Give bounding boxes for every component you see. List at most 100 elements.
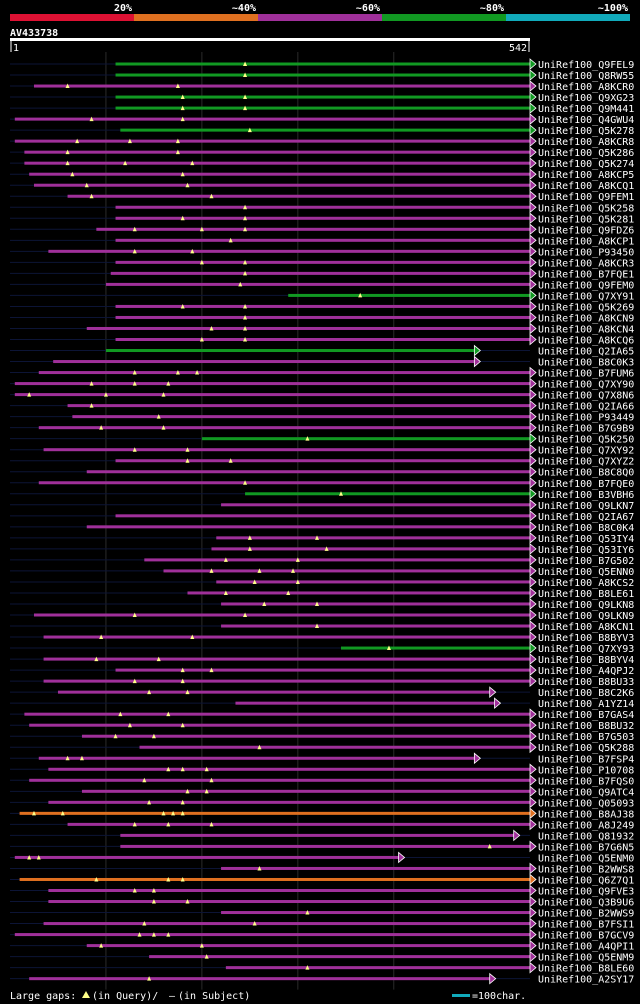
hit-label[interactable]: UniRef100_Q5ENM0	[538, 853, 634, 864]
hit-row[interactable]: UniRef100_A8KCN9	[10, 311, 634, 324]
hit-label[interactable]: UniRef100_Q5K274	[538, 159, 634, 170]
hit-row[interactable]: UniRef100_B7G502	[10, 554, 634, 567]
hit-row[interactable]: UniRef100_Q5K250	[10, 432, 634, 446]
hit-label[interactable]: UniRef100_A8KCP1	[538, 236, 634, 247]
hit-row[interactable]: UniRef100_Q5K269	[10, 300, 634, 313]
hit-row[interactable]: UniRef100_Q9FVE3	[10, 884, 634, 898]
hit-row[interactable]: UniRef100_Q9M441	[10, 102, 634, 115]
hit-row[interactable]: UniRef100_B7GAS4	[10, 708, 634, 721]
hit-label[interactable]: UniRef100_Q9LKN8	[538, 600, 634, 611]
hit-label[interactable]: UniRef100_Q6Z7Q1	[538, 875, 634, 886]
hit-label[interactable]: UniRef100_B8LE61	[538, 589, 634, 600]
hit-row[interactable]: UniRef100_Q9FEM1	[10, 190, 634, 203]
hit-row[interactable]: UniRef100_A8KCP5	[10, 168, 634, 181]
hit-label[interactable]: UniRef100_A8KCR0	[538, 82, 634, 93]
hit-label[interactable]: UniRef100_B7G503	[538, 732, 634, 743]
hit-row[interactable]: UniRef100_Q9FEM0	[10, 278, 634, 291]
hit-row[interactable]: UniRef100_B7FQE0	[10, 476, 634, 490]
hit-row[interactable]: UniRef100_B8C2K6	[10, 686, 634, 699]
hit-row[interactable]: UniRef100_Q7XY92	[10, 443, 634, 457]
hit-label[interactable]: UniRef100_A2SY17	[538, 975, 634, 986]
hit-label[interactable]: UniRef100_B8C0K4	[538, 523, 634, 534]
hit-label[interactable]: UniRef100_B8BU33	[538, 677, 634, 688]
hit-label[interactable]: UniRef100_Q5K286	[538, 148, 634, 159]
hit-row[interactable]: UniRef100_B7GCV9	[10, 928, 634, 942]
hit-label[interactable]: UniRef100_A8KCN9	[538, 313, 634, 324]
hit-row[interactable]: UniRef100_Q9FEL9	[10, 58, 634, 71]
hit-row[interactable]: UniRef100_Q3B9U6	[10, 895, 634, 909]
hit-row[interactable]: UniRef100_A4QPI1	[10, 939, 634, 953]
hit-row[interactable]: UniRef100_Q9FDZ6	[10, 223, 634, 236]
hit-label[interactable]: UniRef100_A8KCQ1	[538, 181, 634, 192]
hit-label[interactable]: UniRef100_Q7X8N6	[538, 391, 634, 402]
hit-label[interactable]: UniRef100_B7G6N5	[538, 842, 634, 853]
hit-row[interactable]: UniRef100_A1YZ14	[10, 697, 634, 710]
hit-row[interactable]: UniRef100_Q7XY93	[10, 642, 634, 655]
hit-row[interactable]: UniRef100_Q05093	[10, 796, 634, 809]
hit-label[interactable]: UniRef100_A8KCP5	[538, 170, 634, 181]
hit-row[interactable]: UniRef100_Q8RW55	[10, 69, 634, 82]
hit-label[interactable]: UniRef100_B7FQS0	[538, 776, 634, 787]
hit-row[interactable]: UniRef100_B7FSP4	[10, 752, 634, 765]
hit-label[interactable]: UniRef100_Q5ENM9	[538, 953, 634, 964]
hit-label[interactable]: UniRef100_Q9ATC4	[538, 787, 634, 798]
hit-label[interactable]: UniRef100_A8KCQ6	[538, 336, 634, 347]
hit-row[interactable]: UniRef100_Q4GWU4	[10, 113, 634, 126]
hit-row[interactable]: UniRef100_B8C0K3	[10, 355, 634, 369]
hit-row[interactable]: UniRef100_Q2IA66	[10, 399, 634, 413]
hit-label[interactable]: UniRef100_B7FQE0	[538, 479, 634, 490]
hit-label[interactable]: UniRef100_B7G9B9	[538, 424, 634, 435]
hit-row[interactable]: UniRef100_B2WWS8	[10, 862, 634, 875]
hit-label[interactable]: UniRef100_Q53IY4	[538, 534, 634, 545]
hit-label[interactable]: UniRef100_Q5K250	[538, 435, 634, 446]
hit-row[interactable]: UniRef100_Q5ENM9	[10, 950, 634, 964]
hit-label[interactable]: UniRef100_Q53IY6	[538, 545, 634, 556]
hit-label[interactable]: UniRef100_Q7XY91	[538, 291, 634, 302]
hit-label[interactable]: UniRef100_Q9LKN9	[538, 611, 634, 622]
hit-label[interactable]: UniRef100_B7G502	[538, 556, 634, 567]
hit-label[interactable]: UniRef100_Q05093	[538, 798, 634, 809]
hit-row[interactable]: UniRef100_A8KCP1	[10, 234, 634, 247]
hit-row[interactable]: UniRef100_B8BU33	[10, 675, 634, 688]
hit-label[interactable]: UniRef100_A4QPJ2	[538, 666, 634, 677]
hit-row[interactable]: UniRef100_Q9ATC4	[10, 785, 634, 798]
hit-label[interactable]: UniRef100_Q7XY90	[538, 380, 634, 391]
hit-label[interactable]: UniRef100_Q5K281	[538, 214, 634, 225]
hit-row[interactable]: UniRef100_B8AJ38	[10, 807, 634, 820]
hit-row[interactable]: UniRef100_Q7XY91	[10, 289, 634, 302]
hit-row[interactable]: UniRef100_Q5K281	[10, 212, 634, 225]
hit-row[interactable]: UniRef100_Q7X8N6	[10, 388, 634, 402]
hit-label[interactable]: UniRef100_Q5K269	[538, 302, 634, 313]
hit-label[interactable]: UniRef100_Q81932	[538, 831, 634, 842]
hit-label[interactable]: UniRef100_Q2IA65	[538, 347, 634, 358]
hit-label[interactable]: UniRef100_A8J249	[538, 820, 634, 831]
hit-label[interactable]: UniRef100_B8BYV3	[538, 633, 634, 644]
hit-label[interactable]: UniRef100_Q9FEM1	[538, 192, 634, 203]
hit-label[interactable]: UniRef100_Q9FVE3	[538, 887, 634, 898]
hit-label[interactable]: UniRef100_A4QPI1	[538, 942, 634, 953]
hit-row[interactable]: UniRef100_B7G9B9	[10, 421, 634, 435]
hit-row[interactable]: UniRef100_A4QPJ2	[10, 664, 634, 677]
hit-label[interactable]: UniRef100_B7FSP4	[538, 754, 634, 765]
hit-label[interactable]: UniRef100_Q9M441	[538, 104, 634, 115]
hit-label[interactable]: UniRef100_A8KCN4	[538, 324, 634, 335]
hit-row[interactable]: UniRef100_B8BYV4	[10, 653, 634, 666]
hit-label[interactable]: UniRef100_Q7XYZ2	[538, 457, 634, 468]
hit-label[interactable]: UniRef100_B7GAS4	[538, 710, 634, 721]
hit-label[interactable]: UniRef100_B8C2K6	[538, 688, 634, 699]
hit-label[interactable]: UniRef100_Q2IA66	[538, 402, 634, 413]
hit-row[interactable]: UniRef100_P93450	[10, 245, 634, 258]
hit-row[interactable]: UniRef100_Q5ENN0	[10, 565, 634, 578]
hit-row[interactable]: UniRef100_Q53IY6	[10, 543, 634, 556]
hit-label[interactable]: UniRef100_Q7XY92	[538, 446, 634, 457]
hit-row[interactable]: UniRef100_A8KCQ6	[10, 333, 634, 347]
hit-label[interactable]: UniRef100_B7GCV9	[538, 931, 634, 942]
hit-row[interactable]: UniRef100_Q2IA67	[10, 509, 634, 523]
hit-row[interactable]: UniRef100_P10708	[10, 763, 634, 776]
hit-label[interactable]: UniRef100_A8KCN1	[538, 622, 634, 633]
hit-label[interactable]: UniRef100_P93450	[538, 247, 634, 258]
hit-row[interactable]: UniRef100_B3VBH6	[10, 487, 634, 501]
hit-row[interactable]: UniRef100_B7FUM6	[10, 366, 634, 380]
hit-row[interactable]: UniRef100_Q81932	[10, 829, 634, 842]
hit-label[interactable]: UniRef100_Q3B9U6	[538, 898, 634, 909]
